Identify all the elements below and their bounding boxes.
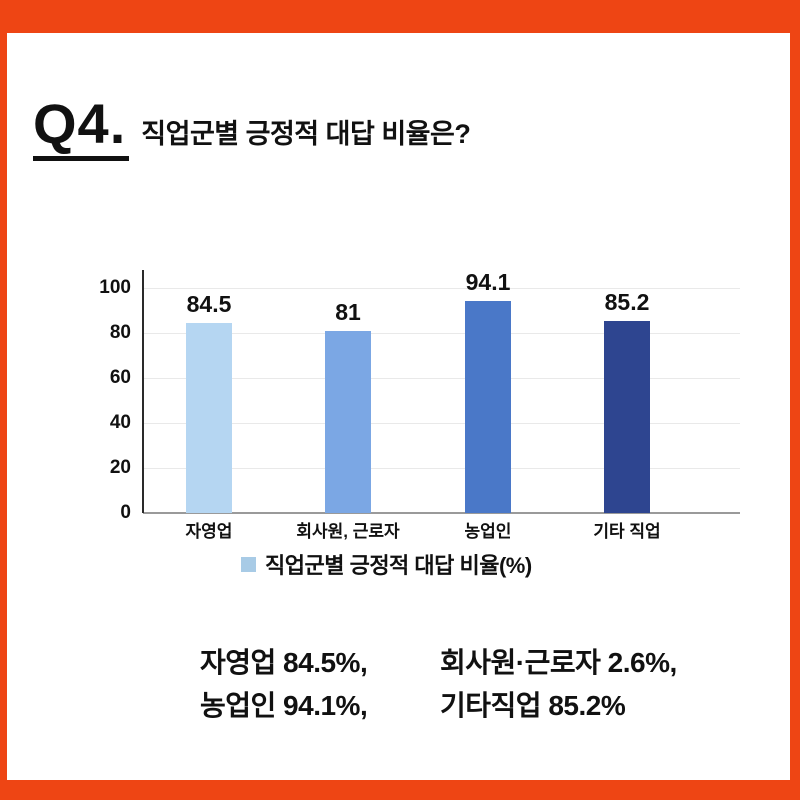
x-axis-category-label: 자영업 [185,522,233,541]
x-axis-category-label: 기타 직업 [593,522,661,541]
page-title: 직업군별 긍정적 대답 비율은? [141,119,471,149]
y-axis-line [142,270,144,513]
gridline [143,423,740,424]
y-axis-tick-label: 40 [109,412,131,433]
summary-line: 회사원·근로자 2.6%, [440,647,677,678]
bar [604,321,650,513]
summary-column-right: 회사원·근로자 2.6%, 기타직업 85.2% [440,641,677,727]
y-axis-tick-label: 20 [109,457,131,478]
question-number: Q4. [33,96,130,161]
bar [186,322,232,513]
header: Q4. 직업군별 긍정적 대답 비율은? [33,96,471,161]
summary-line: 기타직업 85.2% [440,690,626,721]
gridline [143,333,740,334]
y-axis-tick-label: 0 [120,502,131,523]
bar-value-label: 94.1 [465,269,511,296]
bar [325,330,371,513]
x-axis-category-label: 회사원, 근로자 [296,522,400,541]
gridline [143,468,740,469]
x-axis-line [143,512,740,514]
y-axis-tick-label: 100 [99,277,131,298]
summary-line: 농업인 94.1%, [200,690,368,721]
legend-label: 직업군별 긍정적 대답 비율(%) [265,553,532,578]
bar-value-label: 84.5 [186,290,232,317]
bar [465,301,511,513]
gridline [143,378,740,379]
bar-value-label: 81 [335,298,361,325]
summary-line: 자영업 84.5%, [200,647,368,678]
legend-marker-icon [241,556,256,572]
y-axis-tick-label: 80 [109,322,131,343]
bar-value-label: 85.2 [604,289,650,316]
gridline [143,288,740,289]
y-axis-tick-label: 60 [109,367,131,388]
x-axis-category-label: 농업인 [464,522,512,541]
summary-column-left: 자영업 84.5%, 농업인 94.1%, [200,641,368,727]
chart-legend: 직업군별 긍정적 대답 비율(%) [241,548,532,580]
